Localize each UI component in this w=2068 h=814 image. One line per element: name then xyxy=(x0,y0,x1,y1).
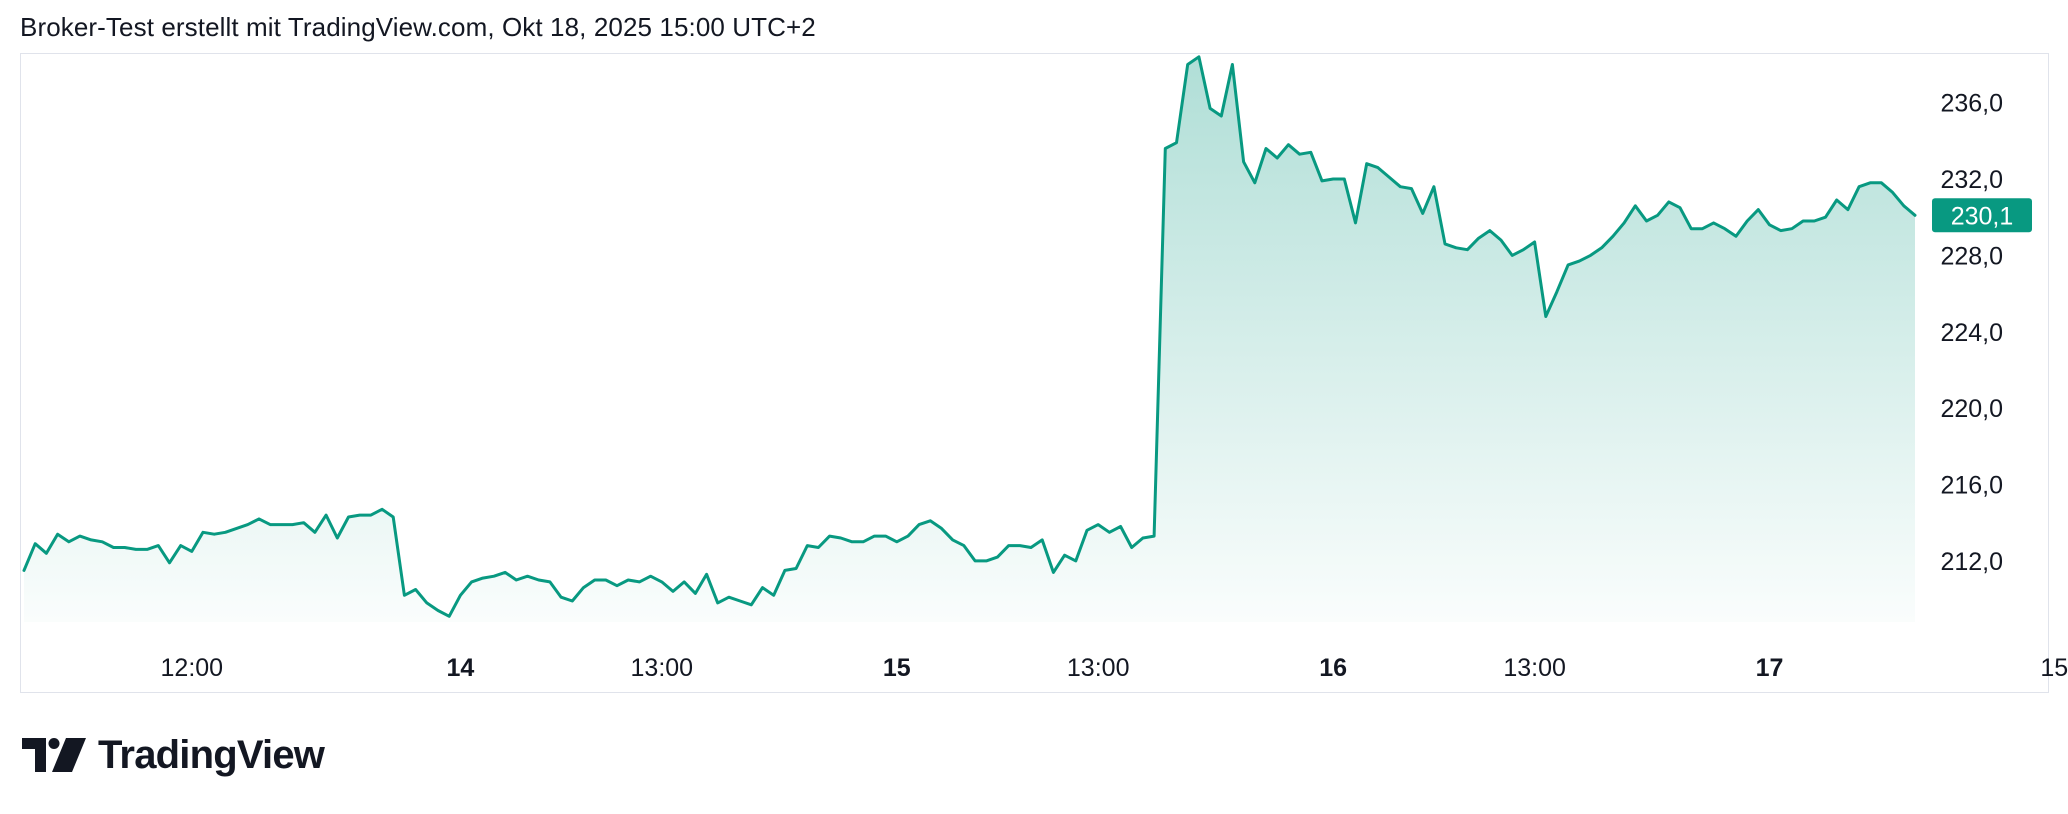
area-fill-layer xyxy=(24,56,1915,623)
y-tick-label: 212,0 xyxy=(1940,548,2003,576)
price-line xyxy=(22,55,1917,618)
y-tick-label: 232,0 xyxy=(1940,166,2003,194)
x-tick-label: 13:00 xyxy=(631,654,694,682)
tradingview-logo[interactable]: TradingView xyxy=(22,730,325,780)
x-tick-label: 15 xyxy=(883,654,911,682)
price-line-layer xyxy=(22,55,1917,618)
x-tick-label: 13:00 xyxy=(1503,654,1566,682)
y-tick-label: 224,0 xyxy=(1940,319,2003,347)
tradingview-logo-text: TradingView xyxy=(98,733,325,777)
x-tick-label: 17 xyxy=(1756,654,1784,682)
x-tick-label: 13:00 xyxy=(1067,654,1130,682)
last-price-badge xyxy=(1932,198,2032,233)
y-tick-label: 216,0 xyxy=(1940,472,2003,500)
chart-frame xyxy=(20,53,2049,693)
tradingview-logo-icon xyxy=(22,738,86,772)
last-price-label: 230,1 xyxy=(1951,202,2014,230)
last-price-badge-layer: 230,1 xyxy=(1932,198,2032,233)
x-tick-label: 15:00 xyxy=(2040,654,2068,682)
price-area-fill xyxy=(24,56,1915,623)
chart-header-title: Broker-Test erstellt mit TradingView.com… xyxy=(20,12,816,42)
y-axis[interactable]: 212,0 216,0 220,0 224,0 228,0 232,0 236,0 xyxy=(1940,90,2003,576)
y-tick-label: 236,0 xyxy=(1940,90,2003,118)
x-tick-label: 16 xyxy=(1319,654,1347,682)
y-tick-label: 220,0 xyxy=(1940,395,2003,423)
x-axis[interactable]: 12:00 14 13:00 15 13:00 16 13:00 17 15:00 xyxy=(161,654,2068,682)
x-tick-label: 12:00 xyxy=(161,654,224,682)
x-tick-label: 14 xyxy=(446,654,474,682)
y-tick-label: 228,0 xyxy=(1940,242,2003,270)
